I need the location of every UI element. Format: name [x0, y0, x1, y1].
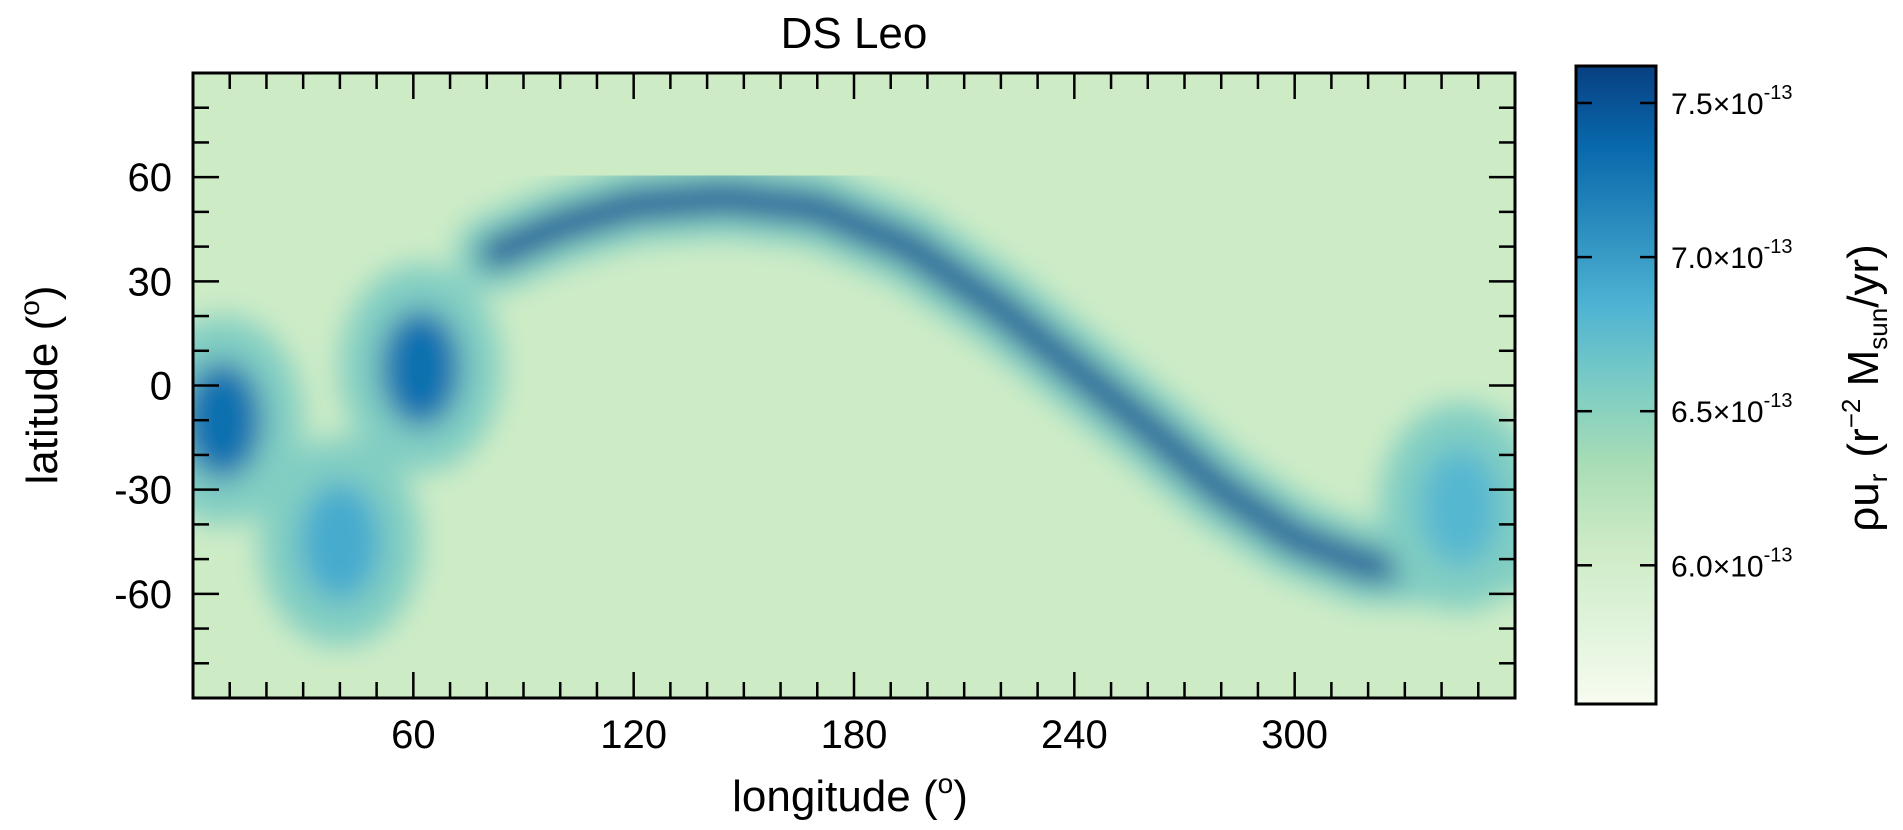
- blob-core-1: [380, 309, 462, 428]
- colorbar-tick-label: 7.5×10-13: [1671, 82, 1793, 121]
- colorbar-ticks: [1576, 101, 1656, 567]
- x-tick-label: 240: [1041, 713, 1108, 757]
- x-tick-label: 60: [391, 713, 436, 757]
- y-tick-labels: 60 30 0 -30 -60: [114, 156, 172, 617]
- blob-core-2: [193, 361, 263, 480]
- y-tick-label: -60: [114, 573, 172, 617]
- heatmap-field: [193, 159, 1515, 646]
- band-core: [478, 182, 1515, 582]
- blob-core-3: [299, 482, 381, 601]
- colorbar-tick-label: 7.0×10-13: [1671, 236, 1793, 275]
- x-tick-label: 300: [1261, 713, 1328, 757]
- colorbar-title: ρur(r−2 Msun/yr): [1836, 244, 1893, 532]
- y-tick-label: 60: [128, 156, 173, 200]
- blob-core-4: [1419, 448, 1501, 567]
- x-tick-label: 180: [821, 713, 888, 757]
- colorbar-tick-label: 6.0×10-13: [1671, 544, 1793, 583]
- colorbar: [1574, 64, 1658, 706]
- x-tick-label: 120: [600, 713, 667, 757]
- plot-ticks: [193, 73, 1515, 698]
- colorbar-tick-labels: 7.5×10-13 7.0×10-13 6.5×10-13 6.0×10-13: [1671, 82, 1793, 583]
- y-tick-label: 0: [150, 365, 172, 409]
- y-tick-label: -30: [114, 469, 172, 513]
- colorbar-tick-label: 6.5×10-13: [1671, 390, 1793, 429]
- chart-title: DS Leo: [781, 9, 928, 58]
- y-axis-title: latitude (o): [14, 286, 67, 485]
- x-tick-labels: 60 120 180 240 300: [391, 713, 1328, 757]
- y-tick-label: 30: [128, 260, 173, 304]
- x-axis-title: longitude (o): [732, 768, 968, 821]
- plot-area: [193, 73, 1515, 698]
